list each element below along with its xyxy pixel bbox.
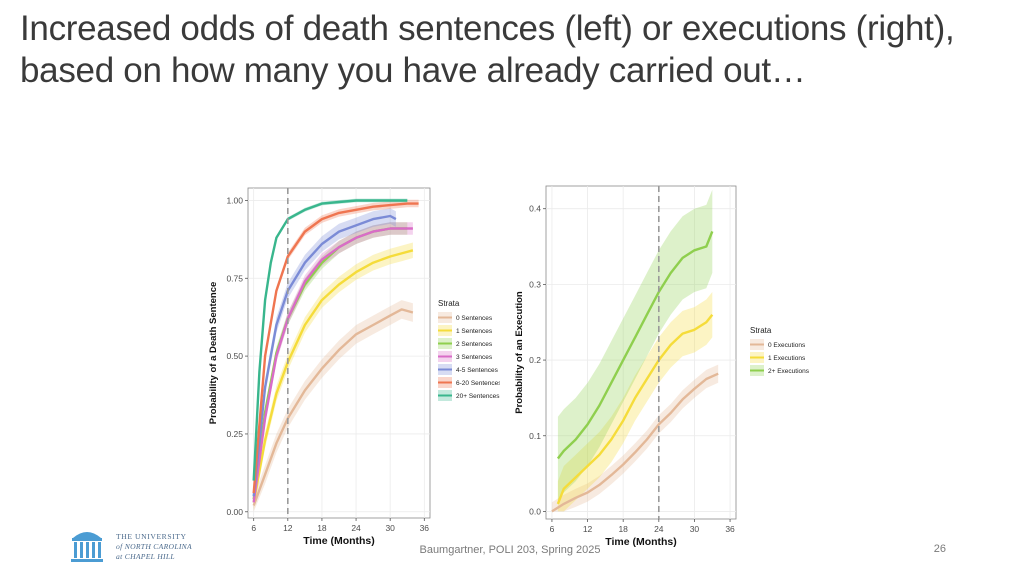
confidence-band xyxy=(253,300,413,512)
legend-label: 0 Executions xyxy=(768,342,806,349)
y-tick-label: 0.2 xyxy=(529,355,541,365)
slide-title: Increased odds of death sentences (left)… xyxy=(20,9,955,90)
logo-line: THE UNIVERSITY xyxy=(116,532,187,541)
y-axis-title: Probability of a Death Sentence xyxy=(208,282,219,425)
series-line xyxy=(252,308,414,506)
series-line xyxy=(252,227,413,503)
x-tick-label: 6 xyxy=(550,524,555,534)
series-line xyxy=(252,249,414,503)
x-tick-label: 30 xyxy=(690,524,700,534)
x-tick-label: 24 xyxy=(351,523,361,533)
legend-label: 2+ Executions xyxy=(768,368,810,375)
legend-label: 2 Sentences xyxy=(456,341,493,348)
legend-title: Strata xyxy=(750,326,772,335)
x-axis-title: Time (Months) xyxy=(303,535,375,547)
series-line xyxy=(551,372,719,513)
legend-label: 4-5 Sentences xyxy=(456,367,499,374)
old-well-icon xyxy=(71,532,103,562)
logo-line: of NORTH CAROLINA xyxy=(116,542,192,551)
y-tick-label: 0.50 xyxy=(226,351,243,361)
x-tick-label: 24 xyxy=(654,524,664,534)
y-tick-label: 1.00 xyxy=(226,195,243,205)
x-axis-title: Time (Months) xyxy=(605,536,677,548)
x-tick-label: 18 xyxy=(618,524,628,534)
x-tick-label: 36 xyxy=(420,523,430,533)
footer-text: Baumgartner, POLI 203, Spring 2025 xyxy=(419,544,601,556)
y-tick-label: 0.0 xyxy=(529,506,541,516)
y-tick-label: 0.3 xyxy=(529,279,541,289)
plot-panel xyxy=(545,185,737,520)
death-sentence-chart: 6 12 18 24 30 36 0.00 0.25 0.50 0.75 1.00 Time (Mon… xyxy=(208,187,500,547)
legend-label: 1 Sentences xyxy=(456,328,493,335)
y-tick-label: 0.1 xyxy=(529,431,541,441)
confidence-band xyxy=(551,364,719,512)
series-line xyxy=(556,230,714,460)
y-tick-label: 0.4 xyxy=(529,204,541,214)
execution-chart: 6 12 18 24 30 36 0.0 0.1 0.2 0.3 0.4 Time (Months) P… xyxy=(514,185,810,548)
x-tick-label: 30 xyxy=(385,523,395,533)
series-line xyxy=(252,214,397,497)
confidence-band xyxy=(253,242,413,511)
legend-title: Strata xyxy=(438,299,460,308)
unc-logo: THE UNIVERSITY of NORTH CAROLINA at CHAP… xyxy=(66,524,226,564)
legend-label: 6-20 Sentences xyxy=(456,380,500,387)
legend-label: 3 Sentences xyxy=(456,354,493,361)
y-axis-title: Probability of an Execution xyxy=(514,291,525,414)
university-name: THE UNIVERSITY of NORTH CAROLINA at CHAP… xyxy=(116,532,192,562)
legend-label: 0 Sentences xyxy=(456,315,493,322)
logo-line: at CHAPEL HILL xyxy=(116,552,175,561)
series-line xyxy=(556,313,714,505)
series-line xyxy=(252,199,408,481)
confidence-band xyxy=(253,208,396,504)
x-tick-label: 12 xyxy=(283,523,293,533)
page-number: 26 xyxy=(933,543,946,555)
series-line xyxy=(252,202,419,494)
x-tick-label: 12 xyxy=(583,524,593,534)
y-tick-label: 0.25 xyxy=(226,429,243,439)
x-tick-label: 36 xyxy=(725,524,735,534)
legend-label: 1 Executions xyxy=(768,355,806,362)
x-tick-label: 6 xyxy=(251,523,256,533)
x-tick-label: 18 xyxy=(317,523,327,533)
legend-label: 20+ Sentences xyxy=(456,393,500,400)
y-tick-label: 0.75 xyxy=(226,273,243,283)
y-tick-label: 0.00 xyxy=(226,507,243,517)
